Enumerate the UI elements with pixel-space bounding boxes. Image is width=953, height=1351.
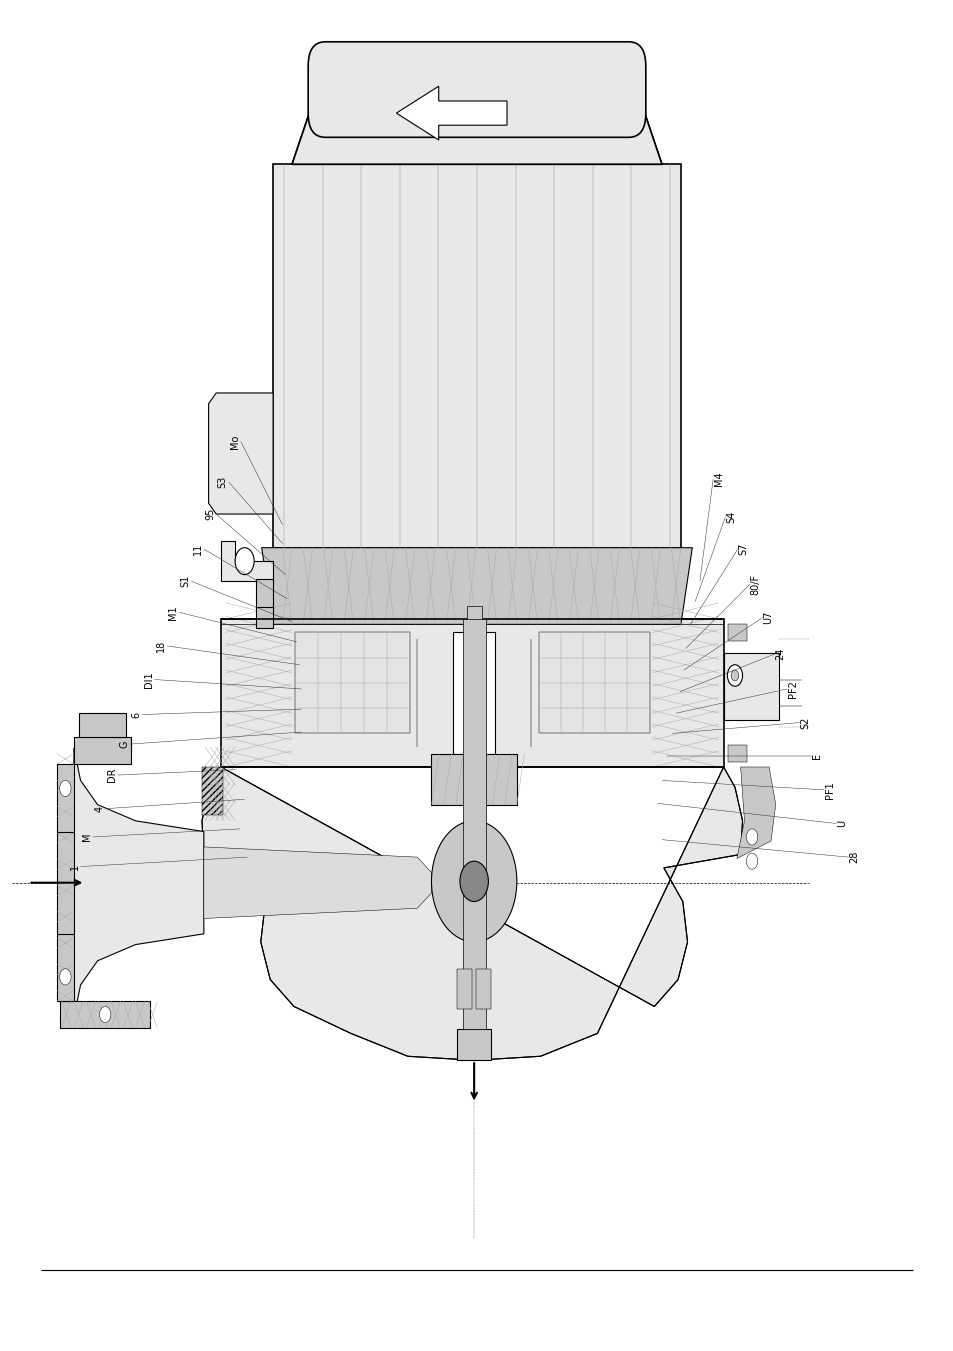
Bar	[255, 607, 273, 628]
Text: PF1: PF1	[824, 781, 834, 798]
Polygon shape	[736, 767, 775, 858]
Text: Mo: Mo	[230, 434, 240, 449]
Bar	[456, 969, 472, 1009]
Bar	[255, 578, 273, 608]
Text: DR: DR	[107, 767, 116, 782]
Text: 80/F: 80/F	[750, 573, 760, 594]
Polygon shape	[202, 767, 223, 816]
Text: M4: M4	[713, 471, 723, 486]
Text: 28: 28	[848, 851, 859, 863]
Polygon shape	[221, 540, 273, 581]
Bar	[273, 165, 680, 547]
Bar	[466, 605, 481, 781]
Text: E: E	[812, 753, 821, 759]
Circle shape	[745, 830, 757, 844]
FancyBboxPatch shape	[308, 42, 645, 138]
Bar	[294, 632, 409, 734]
Bar	[456, 1029, 491, 1061]
Text: 6: 6	[132, 712, 141, 717]
Text: DI1: DI1	[144, 671, 153, 688]
Bar	[221, 619, 722, 767]
Circle shape	[730, 670, 738, 681]
Text: M1: M1	[169, 605, 178, 620]
Circle shape	[60, 969, 71, 985]
Text: U7: U7	[762, 611, 772, 624]
Circle shape	[588, 53, 630, 112]
Text: 95: 95	[205, 508, 215, 520]
Circle shape	[431, 821, 517, 942]
Bar	[727, 746, 746, 762]
Text: M: M	[82, 832, 92, 842]
Text: G: G	[119, 740, 129, 748]
Text: 11: 11	[193, 543, 203, 555]
Text: U: U	[837, 820, 846, 827]
Text: PF2: PF2	[787, 680, 797, 698]
Circle shape	[726, 665, 741, 686]
Polygon shape	[60, 1001, 150, 1028]
Circle shape	[459, 861, 488, 901]
Polygon shape	[209, 393, 273, 513]
Polygon shape	[73, 748, 204, 1017]
Bar	[73, 738, 131, 765]
Bar	[431, 754, 517, 805]
Bar	[78, 713, 126, 738]
Text: 18: 18	[156, 640, 166, 653]
Bar	[57, 765, 73, 1001]
Text: 24: 24	[775, 647, 784, 661]
Polygon shape	[292, 66, 661, 165]
Text: S1: S1	[181, 576, 191, 588]
Bar	[538, 632, 649, 734]
Text: S3: S3	[217, 476, 228, 488]
Polygon shape	[202, 767, 741, 1061]
Circle shape	[60, 781, 71, 797]
Circle shape	[745, 852, 757, 869]
Polygon shape	[204, 847, 431, 919]
Text: S2: S2	[800, 716, 809, 728]
Text: 1: 1	[70, 863, 80, 870]
Text: S4: S4	[725, 511, 736, 523]
Polygon shape	[292, 66, 661, 165]
Bar	[476, 969, 491, 1009]
Circle shape	[323, 53, 365, 112]
Circle shape	[99, 1006, 111, 1023]
Bar	[453, 632, 495, 754]
Polygon shape	[261, 547, 692, 624]
Bar	[462, 619, 485, 1029]
Circle shape	[234, 547, 253, 574]
Bar	[722, 653, 778, 720]
Text: S7: S7	[738, 543, 748, 555]
Polygon shape	[395, 86, 506, 141]
Text: 4: 4	[94, 805, 105, 812]
Bar	[727, 624, 746, 640]
